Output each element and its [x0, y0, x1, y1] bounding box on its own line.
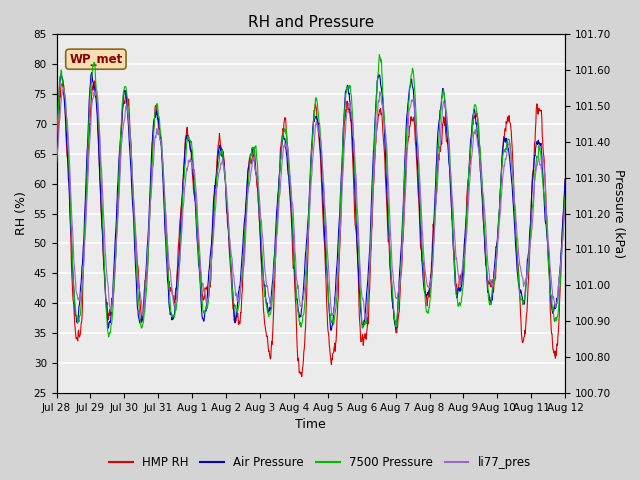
- Y-axis label: RH (%): RH (%): [15, 192, 28, 236]
- X-axis label: Time: Time: [296, 419, 326, 432]
- Legend: HMP RH, Air Pressure, 7500 Pressure, li77_pres: HMP RH, Air Pressure, 7500 Pressure, li7…: [104, 452, 536, 474]
- Y-axis label: Pressure (kPa): Pressure (kPa): [612, 169, 625, 258]
- Title: RH and Pressure: RH and Pressure: [248, 15, 374, 30]
- Text: WP_met: WP_met: [69, 53, 122, 66]
